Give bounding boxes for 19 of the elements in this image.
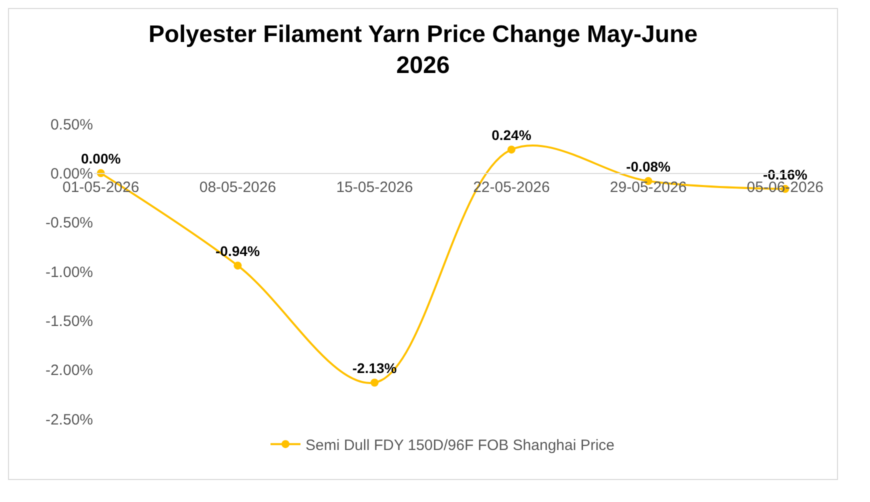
chart-title: Polyester Filament Yarn Price Change May-June 2026 (148, 20, 698, 80)
y-tick-label: 0.00% (50, 165, 93, 182)
data-label: 0.00% (80, 150, 122, 167)
data-label: 0.24% (492, 127, 532, 144)
point (370, 378, 379, 387)
y-tick-label: -0.50% (45, 214, 93, 232)
point (507, 146, 516, 154)
x-tick-label: 15-05-2026 (336, 179, 413, 196)
y-tick-label: -2.00% (45, 362, 93, 380)
y-tick-label: -1.50% (45, 312, 93, 330)
legend-label: Semi Dull FDY 150D/96F FOB Shanghai Price (306, 436, 615, 454)
data-label: -0.08% (626, 158, 672, 175)
y-tick-label: 0.50% (50, 116, 93, 134)
x-tick-label: 29-05-2026 (610, 179, 687, 196)
y-tick-label: -1.00% (45, 264, 93, 281)
point (234, 262, 242, 270)
x-tick-label: 08-05-2026 (199, 179, 276, 196)
data-label: -0.16% (762, 166, 808, 182)
y-tick-label: -2.50% (45, 411, 93, 428)
